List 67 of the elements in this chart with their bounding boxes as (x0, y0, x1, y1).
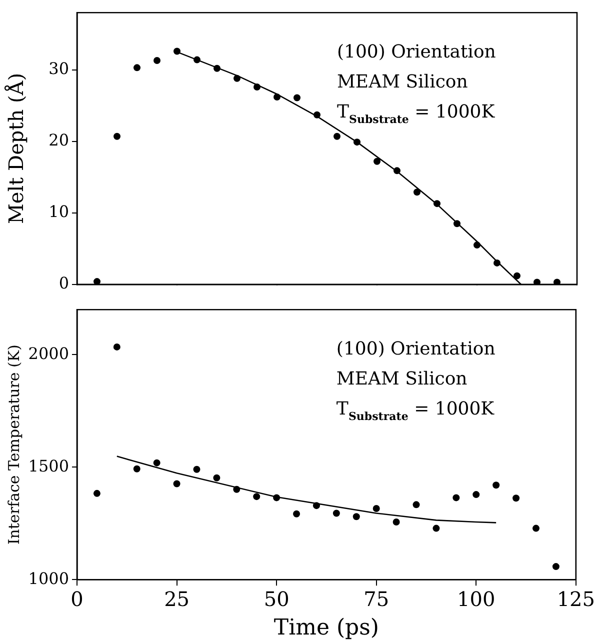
point (174, 48, 180, 55)
point (253, 493, 260, 500)
point (352, 513, 360, 520)
point (532, 524, 540, 532)
point (134, 64, 140, 72)
y-axis-title: Interface Temperature (K) (4, 344, 23, 545)
annotation: MEAM Silicon (337, 72, 468, 93)
x-tick-label: 50 (264, 586, 290, 611)
point (114, 132, 120, 140)
x-axis-title: Time (ps) (274, 616, 380, 641)
point (434, 200, 440, 208)
point (173, 480, 180, 488)
point (414, 188, 420, 196)
annotation: (100) Orientation (336, 338, 496, 360)
point (133, 465, 140, 472)
y-tick-label: 1000 (28, 568, 69, 588)
point (454, 220, 460, 228)
point (474, 242, 480, 249)
point (514, 272, 520, 280)
point (392, 518, 400, 526)
point (374, 158, 380, 165)
point (194, 56, 200, 64)
point (93, 490, 100, 497)
point (293, 510, 300, 518)
point (274, 94, 280, 100)
point (432, 524, 440, 532)
x-tick-label: 100 (457, 586, 496, 611)
point (234, 74, 240, 82)
point (452, 494, 460, 502)
x-tick-label: 25 (164, 586, 190, 611)
annotation: (100) Orientation (337, 42, 496, 63)
point (294, 94, 300, 102)
x-tick-label: 125 (556, 586, 596, 611)
y-tick-label: 1500 (28, 456, 69, 476)
point (233, 486, 240, 493)
y-tick-label: 0 (58, 274, 69, 293)
point (312, 502, 320, 510)
point (554, 278, 560, 284)
point (332, 510, 340, 517)
point (193, 466, 200, 473)
y-tick-label: 2000 (28, 344, 69, 363)
point (254, 83, 260, 90)
point (213, 474, 220, 482)
y-tick-label: 20 (48, 130, 69, 150)
point (214, 64, 220, 72)
point (534, 278, 540, 284)
annotation: MEAM Silicon (336, 368, 468, 390)
point (334, 132, 340, 140)
point (372, 505, 380, 512)
point (512, 494, 520, 502)
point (94, 278, 100, 284)
point (494, 259, 500, 266)
y-tick-label: 30 (48, 58, 69, 78)
point (472, 491, 480, 498)
point (552, 563, 560, 570)
point (273, 494, 280, 502)
x-tick-label: 75 (364, 586, 390, 611)
point (394, 167, 400, 174)
y-tick-label: 10 (48, 202, 69, 222)
point (314, 111, 320, 118)
point (154, 57, 160, 64)
point (412, 501, 420, 508)
point (153, 459, 160, 466)
y-axis-title: Melt Depth (Å) (4, 72, 28, 224)
point (113, 343, 120, 350)
point (354, 138, 360, 146)
point (492, 482, 500, 489)
